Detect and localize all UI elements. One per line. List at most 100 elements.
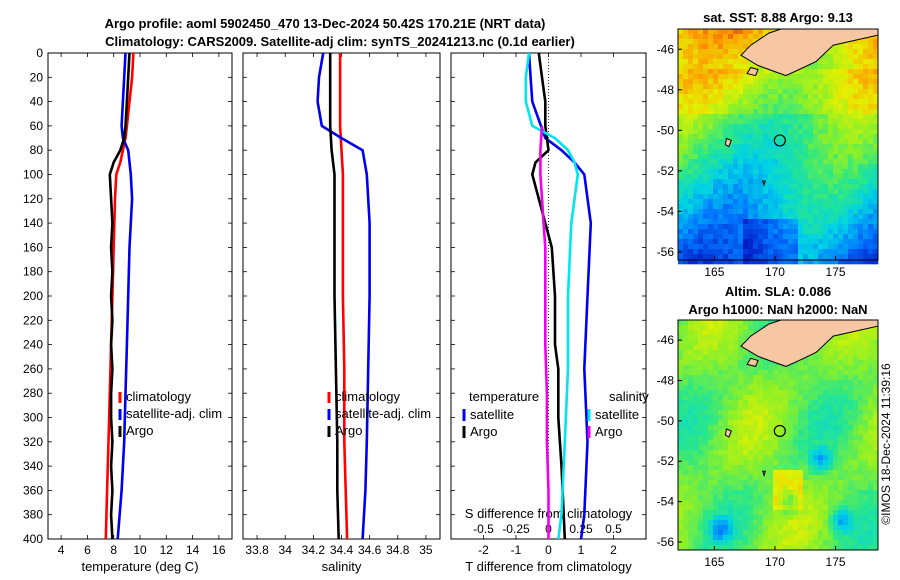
heatmap-cell [688,510,694,516]
heatmap-cell [708,350,714,356]
heatmap-cell [728,460,734,466]
heatmap-cell [863,430,869,436]
heatmap-cell [723,99,729,105]
heatmap-cell [838,475,844,481]
heatmap-cell [748,224,754,230]
heatmap-cell [858,39,864,45]
heatmap-cell [713,79,719,85]
heatmap-cell [753,99,759,105]
heatmap-cell [823,114,829,120]
heatmap-cell [743,169,749,175]
heatmap-cell [768,189,774,195]
heatmap-cell [793,164,799,170]
heatmap-cell [858,134,864,140]
heatmap-cell [678,139,684,145]
heatmap-cell [823,500,829,506]
heatmap-cell [788,109,794,115]
heatmap-cell [798,430,804,436]
argo-location-marker [773,424,786,438]
heatmap-cell [843,129,849,135]
heatmap-cell [683,239,689,245]
heatmap-cell [778,259,784,265]
heatmap-cell [838,375,844,381]
heatmap-cell [718,174,724,180]
heatmap-cell [853,425,859,431]
heatmap-cell [808,84,814,90]
heatmap-cell [768,500,774,506]
heatmap-cell [783,480,789,486]
heatmap-cell [718,440,724,446]
heatmap-cell [723,390,729,396]
heatmap-cell [698,530,704,536]
heatmap-cell [748,259,754,265]
heatmap-cell [828,144,834,150]
heatmap-cell [803,410,809,416]
heatmap-cell [873,435,879,441]
heatmap-cell [873,495,879,501]
heatmap-cell [863,194,869,200]
heatmap-cell [758,229,764,235]
heatmap-cell [708,194,714,200]
heatmap-cell [873,480,879,486]
map-x-tick-label: 165 [704,555,724,569]
heatmap-cell [738,254,744,260]
heatmap-cell [698,330,704,336]
heatmap-cell [868,395,874,401]
heatmap-cell [823,74,829,80]
heatmap-cell [858,355,864,361]
heatmap-cell [763,249,769,255]
heatmap-cell [828,54,834,60]
heatmap-cell [848,134,854,140]
heatmap-cell [818,244,824,250]
heatmap-cell [823,470,829,476]
heatmap-cell [868,470,874,476]
heatmap-cell [753,129,759,135]
heatmap-cell [853,485,859,491]
heatmap-cell [693,440,699,446]
heatmap-cell [853,244,859,250]
heatmap-cell [863,164,869,170]
heatmap-cell [713,189,719,195]
heatmap-cell [853,174,859,180]
heatmap-cell [793,209,799,215]
heatmap-cell [793,375,799,381]
heatmap-cell [823,109,829,115]
heatmap-cell [698,254,704,260]
heatmap-cell [733,440,739,446]
heatmap-cell [833,410,839,416]
heatmap-cell [788,520,794,526]
heatmap-cell [873,505,879,511]
heatmap-cell [863,104,869,110]
heatmap-cell [828,515,834,521]
heatmap-cell [748,540,754,546]
heatmap-cell [748,254,754,260]
heatmap-cell [818,435,824,441]
heatmap-cell [718,365,724,371]
legend-label: Argo [126,423,153,438]
heatmap-cell [783,109,789,115]
heatmap-cell [688,89,694,95]
heatmap-cell [838,199,844,205]
heatmap-cell [728,49,734,55]
heatmap-cell [843,84,849,90]
heatmap-cell [708,405,714,411]
heatmap-cell [733,194,739,200]
heatmap-cell [783,164,789,170]
heatmap-cell [808,94,814,100]
heatmap-cell [818,480,824,486]
heatmap-cell [753,525,759,531]
figure-title-line2: Climatology: CARS2009. Satellite-adj cli… [105,34,575,49]
heatmap-cell [738,475,744,481]
heatmap-cell [738,485,744,491]
heatmap-cell [733,400,739,406]
heatmap-cell [713,525,719,531]
heatmap-cell [688,164,694,170]
heatmap-cell [688,49,694,55]
heatmap-cell [718,325,724,331]
heatmap-cell [763,69,769,75]
heatmap-cell [703,44,709,50]
heatmap-cell [808,450,814,456]
heatmap-cell [718,259,724,265]
heatmap-cell [818,79,824,85]
